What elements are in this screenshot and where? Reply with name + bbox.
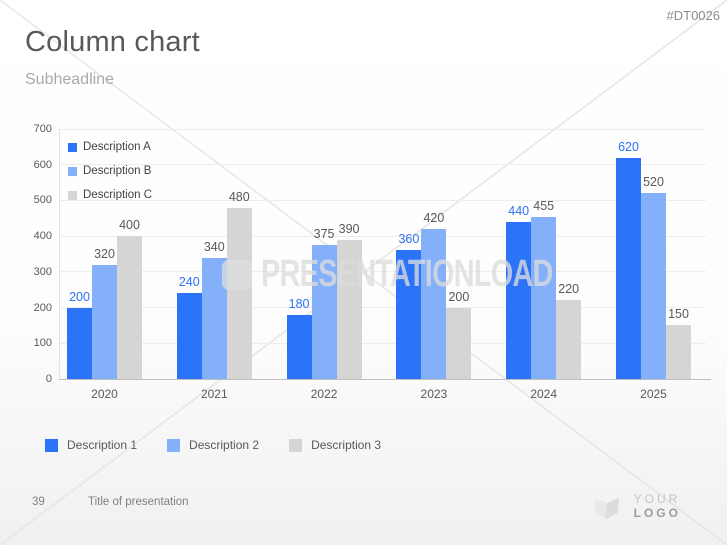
plot-area: Description A Description B Description C … xyxy=(59,128,712,401)
column-chart: 0 100 200 300 400 500 600 700 Description A Desc… xyxy=(0,110,727,410)
bar-2025-series1 xyxy=(616,157,641,379)
value-label: 620 xyxy=(618,139,639,154)
value-label: 200 xyxy=(448,289,470,304)
bar-2024-series3 xyxy=(556,300,582,379)
legend-label: Description 3 xyxy=(311,438,382,452)
legend-swatch xyxy=(45,438,58,452)
bottom-legend-item: Description 2 xyxy=(167,438,259,452)
value-label: 375 xyxy=(313,227,335,242)
legend-label: Description 2 xyxy=(189,438,260,452)
y-axis-line xyxy=(59,129,60,379)
bar-2023-series3 xyxy=(446,307,472,379)
value-label: 360 xyxy=(398,232,420,247)
value-label: 440 xyxy=(508,203,530,218)
legend-label: Description B xyxy=(83,165,152,177)
value-label: 340 xyxy=(203,239,225,254)
legend-label: Description 1 xyxy=(67,438,138,452)
value-label: 150 xyxy=(668,307,689,322)
value-label: 320 xyxy=(94,246,115,261)
value-label: 480 xyxy=(228,189,250,204)
bar-2020-series3 xyxy=(117,236,142,379)
value-label: 455 xyxy=(533,198,555,213)
value-label: 390 xyxy=(338,221,360,236)
y-tick-label: 600 xyxy=(33,158,52,171)
bar-2022-series1 xyxy=(286,314,312,379)
legend-swatch xyxy=(68,142,77,152)
bottom-legend-item: Description 3 xyxy=(289,438,381,452)
legend-swatch xyxy=(68,190,77,200)
bar-2025-series2 xyxy=(641,193,666,379)
gridline xyxy=(60,342,706,344)
y-tick-label: 700 xyxy=(33,123,52,135)
bar-2020-series1 xyxy=(67,307,92,379)
x-axis-label: 2020 xyxy=(91,387,118,401)
bar-2025-series3 xyxy=(666,325,691,379)
y-tick-label: 0 xyxy=(45,373,52,385)
legend-item: Description B xyxy=(68,159,152,183)
y-tick-label: 400 xyxy=(33,230,52,243)
x-axis-label: 2024 xyxy=(530,387,558,401)
y-tick-label: 100 xyxy=(33,337,52,350)
legend-item: Description C xyxy=(68,183,152,207)
bottom-legend-item: Description 1 xyxy=(45,438,137,452)
y-tick-label: 300 xyxy=(33,265,52,278)
gridline xyxy=(60,235,706,237)
chart-legend: Description A Description B Description C xyxy=(68,135,152,207)
bar-2023-series2 xyxy=(421,229,447,379)
value-label: 520 xyxy=(643,175,664,190)
bar-2020-series2 xyxy=(92,264,117,379)
x-axis-label: 2025 xyxy=(640,387,667,401)
gridline xyxy=(60,271,706,273)
bar-2023-series1 xyxy=(396,250,422,379)
product-code: #DT0026 xyxy=(666,8,720,23)
bar-2021-series3 xyxy=(226,207,252,379)
value-label: 400 xyxy=(119,218,140,233)
value-label: 180 xyxy=(288,296,310,311)
x-axis-label: 2023 xyxy=(420,387,448,401)
bar-2021-series2 xyxy=(201,257,227,379)
page-subtitle: Subheadline xyxy=(25,71,114,88)
bar-2024-series1 xyxy=(506,221,532,379)
footer-presentation-title: Title of presentation xyxy=(88,496,189,508)
x-axis-line xyxy=(59,379,712,380)
gridline xyxy=(60,199,706,201)
cube-logo-icon xyxy=(594,492,619,520)
x-axis-label: 2022 xyxy=(310,387,338,401)
legend-swatch xyxy=(167,438,181,452)
bottom-legend: Description 1 Description 2 Description 3 xyxy=(45,438,411,452)
bar-2022-series2 xyxy=(311,245,337,379)
legend-label: Description A xyxy=(83,141,151,153)
legend-swatch xyxy=(68,166,77,176)
gridline xyxy=(60,128,706,130)
y-tick-label: 500 xyxy=(33,194,52,207)
gridline xyxy=(60,307,706,309)
x-axis-label: 2021 xyxy=(200,387,228,401)
legend-item: Description A xyxy=(68,135,152,159)
gridline xyxy=(60,164,706,166)
y-tick-label: 200 xyxy=(33,301,52,314)
value-label: 240 xyxy=(178,275,200,290)
bar-2021-series1 xyxy=(176,293,202,379)
value-label: 420 xyxy=(423,211,445,225)
your-logo-text: YOUR LOGO xyxy=(633,492,681,520)
value-label: 200 xyxy=(69,289,90,304)
page-number: 39 xyxy=(32,496,45,508)
value-label: 220 xyxy=(558,282,580,297)
legend-label: Description C xyxy=(83,189,153,201)
legend-swatch xyxy=(289,438,303,452)
logo-placeholder: YOUR LOGO xyxy=(592,490,727,522)
page-title: Column chart xyxy=(25,26,200,58)
bar-2022-series3 xyxy=(336,239,362,379)
bar-2024-series2 xyxy=(531,216,557,379)
